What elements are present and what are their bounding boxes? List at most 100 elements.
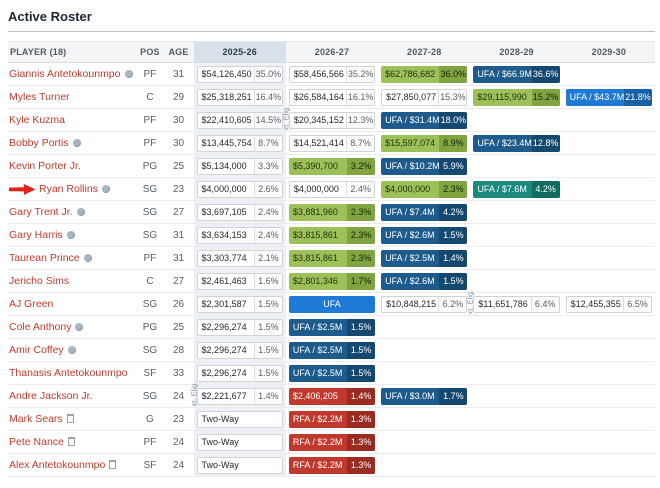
contract-value: $5,390,700 <box>292 161 338 171</box>
salary-cell-2028-29 <box>470 361 563 385</box>
player-link[interactable]: Kyle Kuzma <box>9 114 66 126</box>
contract-pill: Two-Way <box>196 433 283 451</box>
player-link[interactable]: Myles Turner <box>9 91 70 103</box>
col-header-player[interactable]: PLAYER (18) <box>8 41 137 63</box>
col-header-2028-29[interactable]: 2028-29 <box>470 41 563 63</box>
player-link[interactable]: Giannis Antetokounmpo <box>9 68 121 80</box>
player-age: 24 <box>163 384 194 408</box>
contract-value: $2,406,205 <box>292 391 338 401</box>
salary-cell-2028-29: UFA / $66.9M 36.6% <box>470 62 563 86</box>
salary-cell-2027-28: UFA / $2.6M 1.5% <box>378 223 471 247</box>
annotation-arrow <box>9 183 36 195</box>
salary-cell-2028-29 <box>470 384 563 408</box>
table-row: Jericho Sims C 27 $2,461,463 1.6% $2,801,346 1… <box>8 269 655 293</box>
player-link[interactable]: Thanasis Antetokounmpo <box>9 367 128 379</box>
col-header-2029-30[interactable]: 2029-30 <box>562 41 655 63</box>
table-row: Ryan Rollins SG 23 $4,000,000 2.6% $4,000,000… <box>8 177 655 201</box>
contract-value: $3,303,774 <box>201 253 247 263</box>
contract-pill: $26,584,164 16.1% <box>288 88 376 106</box>
salary-cell-2025-26: $2,296,274 1.5% <box>193 315 286 339</box>
cap-percentage: 1.5% <box>253 342 282 358</box>
col-header-2026-27[interactable]: 2026-27 <box>285 41 379 63</box>
contract-pill: Two-Way <box>196 410 283 428</box>
player-cell: Bobby Portis <box>8 131 137 155</box>
contract-pill: UFA / $3.0M 1.7% <box>381 387 468 405</box>
player-link[interactable]: AJ Green <box>9 298 54 310</box>
cap-percentage: 1.5% <box>439 226 468 244</box>
contract-value: $2,296,274 <box>201 345 247 355</box>
salary-cell-2026-27: UFA / $2.5M 1.5% <box>285 361 379 385</box>
salary-cell-2027-28 <box>378 315 471 339</box>
contract-pill: $54,126,450 35.0% <box>196 65 283 83</box>
salary-cell-2025-26: $54,126,450 35.0% <box>193 62 286 86</box>
salary-cell-2027-28 <box>378 430 471 454</box>
salary-cell-2029-30 <box>562 315 655 339</box>
table-row: Gary Harris SG 31 $3,634,153 2.4% $3,815,861 2… <box>8 223 655 247</box>
contract-pill: $12,455,355 6.5% <box>565 295 652 313</box>
player-age: 24 <box>163 453 194 477</box>
contract-value: $3,815,861 <box>292 253 338 263</box>
cap-percentage: 1.5% <box>253 319 282 335</box>
player-link[interactable]: Mark Sears <box>9 413 63 425</box>
player-link[interactable]: Jericho Sims <box>9 275 70 287</box>
player-link[interactable]: Bobby Portis <box>9 137 69 149</box>
contract-pill: $4,000,000 2.4% <box>288 180 376 198</box>
player-link[interactable]: Gary Harris <box>9 229 63 241</box>
cap-percentage: 1.7% <box>347 272 376 290</box>
player-link[interactable]: Cole Anthony <box>9 321 72 333</box>
player-link[interactable]: Ryan Rollins <box>39 182 98 195</box>
contract-pill: Two-Way <box>196 456 283 474</box>
salary-cell-2026-27: $2,801,346 1.7% <box>285 269 379 293</box>
cap-percentage: 1.5% <box>253 296 282 312</box>
player-link[interactable]: Kevin Porter Jr. <box>9 160 81 172</box>
contract-pill: RFA / $2.2M 1.3% <box>288 433 376 451</box>
player-cell: Jericho Sims <box>8 269 137 293</box>
contract-pill: UFA / $10.2M 5.9% <box>381 157 468 175</box>
salary-cell-2029-30 <box>562 131 655 155</box>
salary-cell-2026-27: RFA / $2.2M 1.3% <box>285 430 379 454</box>
contract-pill: UFA / $2.5M 1.5% <box>288 318 376 336</box>
salary-cell-2028-29 <box>470 407 563 431</box>
contract-pill: UFA / $2.6M 1.5% <box>381 272 468 290</box>
salary-cell-2026-27: $3,881,960 2.3% <box>285 200 379 224</box>
contract-pill: $2,296,274 1.5% <box>196 318 283 336</box>
col-header-2025-26[interactable]: 2025-26 <box>193 41 286 63</box>
player-link[interactable]: Pete Nance <box>9 436 64 448</box>
player-link[interactable]: Amir Coffey <box>9 344 64 356</box>
table-row: Gary Trent Jr. SG 27 $3,697,105 2.4% $3,881,9… <box>8 200 655 224</box>
player-pos: C <box>136 85 164 109</box>
contract-pill: $22,410,605 14.5% <box>196 111 283 129</box>
salary-cell-2029-30 <box>562 407 655 431</box>
table-row: Bobby Portis PF 30 $13,445,754 8.7% $14,521,4… <box>8 131 655 155</box>
contract-pill: UFA / $2.5M 1.5% <box>288 364 376 382</box>
player-link[interactable]: Andre Jackson Jr. <box>9 390 93 402</box>
player-link[interactable]: Taurean Prince <box>9 252 80 264</box>
salary-cell-2028-29 <box>470 453 563 477</box>
cap-percentage: 8.7% <box>253 135 282 151</box>
col-header-2027-28[interactable]: 2027-28 <box>378 41 471 63</box>
contract-pill: $3,815,861 2.3% <box>288 226 376 244</box>
contract-pill: UFA / $23.4M 12.8% <box>473 134 560 152</box>
contract-value: UFA / $2.5M <box>292 368 343 378</box>
player-age: 27 <box>163 269 194 293</box>
player-cell: Giannis Antetokounmpo <box>8 62 137 86</box>
salary-cell-2025-26: $2,221,677 1.4% xt. Elig. <box>191 382 286 408</box>
player-pos: SG <box>136 223 164 247</box>
col-header-pos[interactable]: POS <box>136 41 164 63</box>
player-age: 28 <box>163 338 194 362</box>
page-title: Active Roster <box>8 6 655 32</box>
salary-cell-2027-28: UFA / $31.4M 18.0% <box>378 108 471 132</box>
salary-cell-2026-27: UFA <box>285 292 379 316</box>
player-link[interactable]: Alex Antetokounmpo <box>9 459 106 471</box>
salary-cell-2025-26: Two-Way <box>193 453 286 477</box>
cap-percentage: 2.3% <box>347 226 376 244</box>
player-link[interactable]: Gary Trent Jr. <box>9 206 73 218</box>
table-header-row: PLAYER (18) POS AGE 2025-26 2026-27 2027… <box>8 41 655 63</box>
salary-cell-2027-28: UFA / $2.5M 1.4% <box>378 246 471 270</box>
col-header-age[interactable]: AGE <box>163 41 194 63</box>
contract-value: $4,000,000 <box>201 184 247 194</box>
table-row: Pete Nance PF 24 Two-Way RFA / $2.2M 1.3% <box>8 430 655 454</box>
contract-value: RFA / $2.2M <box>292 437 343 447</box>
salary-cell-2025-26: $3,634,153 2.4% <box>193 223 286 247</box>
